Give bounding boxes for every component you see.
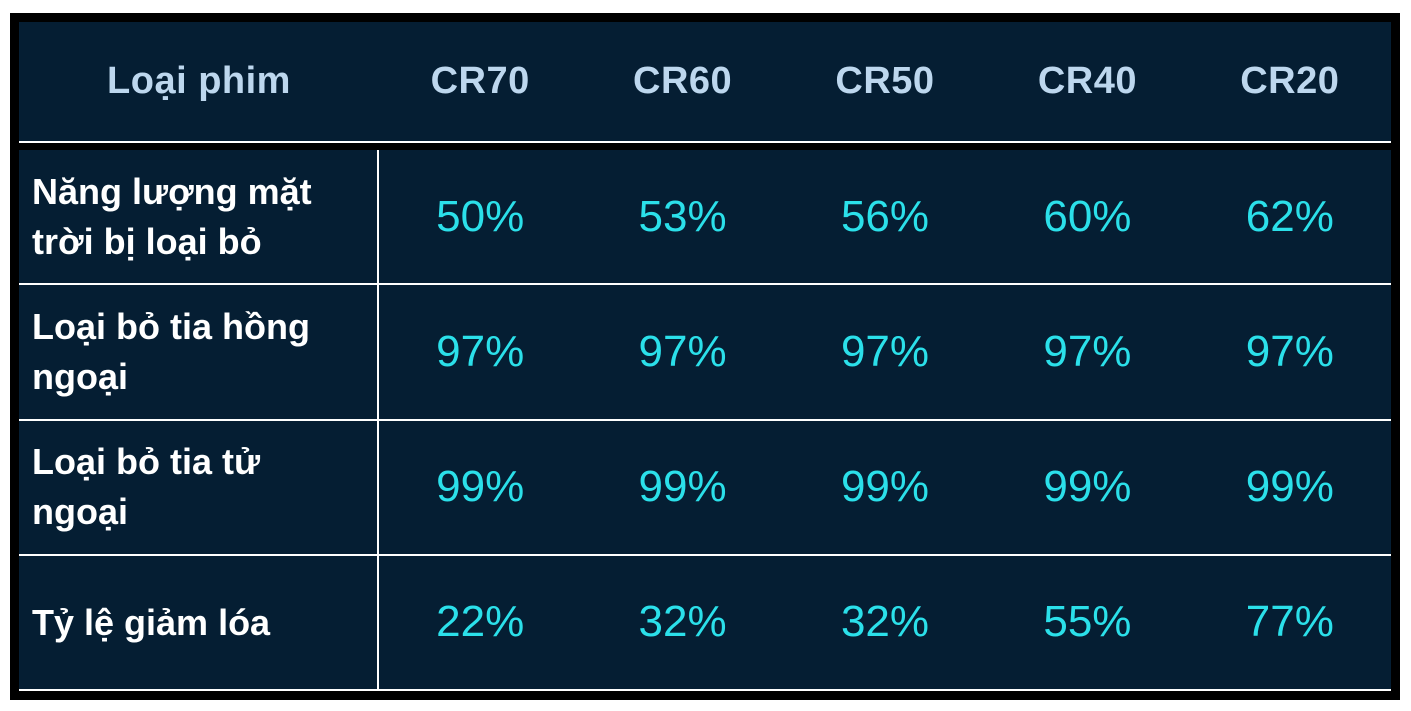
value-cell: 97% [1043, 326, 1132, 376]
value-cell: 97% [436, 326, 525, 376]
table-row-infrared: Loại bỏ tia hồng ngoại 97% 97% 97% 97% 9… [19, 285, 1391, 421]
value-cell: 55% [1043, 597, 1132, 647]
table-row-ultraviolet: Loại bỏ tia tử ngoại 99% 99% 99% 99% 99% [19, 420, 1391, 556]
value-cell: 53% [638, 191, 727, 241]
value-cell: 32% [840, 597, 930, 647]
column-header-cr70: CR70 [430, 60, 530, 102]
row-label: Loại bỏ tia tử ngoại [19, 420, 379, 554]
value-cell: 99% [436, 462, 525, 512]
value-cell: 97% [638, 326, 727, 376]
table-row-glare: Tỷ lệ giảm lóa 22% 32% 32% 55% 77% [19, 555, 1391, 691]
value-cell: 97% [1245, 326, 1334, 376]
value-cell: 99% [638, 462, 727, 512]
value-cell: 32% [638, 597, 727, 647]
table-row-solar-energy: Năng lượng mặt trời bị loại bỏ 50% 53% 5… [19, 150, 1391, 286]
value-cell: 56% [840, 191, 930, 241]
value-cell: 22% [436, 597, 525, 647]
value-cell: 99% [840, 462, 930, 512]
column-header-cr50: CR50 [835, 60, 935, 102]
column-header-cr20: CR20 [1240, 60, 1340, 102]
header-separator-line [19, 141, 1391, 143]
column-header-loai-phim: Loại phim [107, 60, 291, 102]
value-cell: 99% [1245, 462, 1334, 512]
value-cell: 50% [436, 191, 525, 241]
column-header-cr60: CR60 [633, 60, 733, 102]
value-cell: 77% [1245, 597, 1334, 647]
table-header-row: Loại phim CR70 CR60 CR50 CR40 CR20 [19, 22, 1391, 141]
row-label: Loại bỏ tia hồng ngoại [19, 285, 379, 419]
header-separator-band [19, 143, 1391, 150]
value-cell: 62% [1245, 191, 1334, 241]
value-cell: 99% [1043, 462, 1132, 512]
column-header-cr40: CR40 [1037, 60, 1137, 102]
value-cell: 97% [840, 326, 930, 376]
row-label: Tỷ lệ giảm lóa [19, 555, 379, 689]
row-label: Năng lượng mặt trời bị loại bỏ [19, 150, 379, 284]
value-cell: 60% [1043, 191, 1132, 241]
film-spec-table: Loại phim CR70 CR60 CR50 CR40 CR20 Năng … [10, 13, 1400, 700]
